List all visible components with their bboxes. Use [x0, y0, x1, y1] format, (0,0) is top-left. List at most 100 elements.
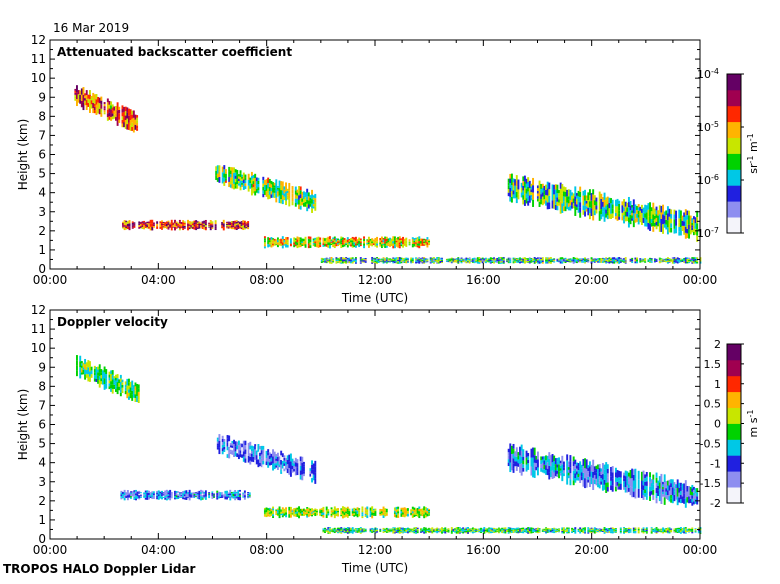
heatmap-cell: [418, 516, 420, 518]
colorbar-swatch: [727, 98, 741, 101]
heatmap-cell: [433, 262, 435, 263]
heatmap-cell: [584, 532, 586, 533]
heatmap-cell: [337, 509, 339, 510]
heatmap-cell: [558, 532, 560, 533]
heatmap-cell: [563, 473, 565, 476]
heatmap-cell: [303, 469, 305, 471]
heatmap-cell: [539, 528, 541, 529]
heatmap-cell: [376, 237, 378, 239]
heatmap-cell: [290, 515, 292, 518]
heatmap-cell: [205, 227, 207, 229]
heatmap-cell: [566, 479, 568, 485]
heatmap-cell: [503, 260, 505, 261]
heatmap-cell: [225, 178, 227, 180]
heatmap-cell: [448, 530, 450, 531]
heatmap-cell: [365, 529, 367, 530]
heatmap-cell: [179, 229, 181, 231]
heatmap-cell: [234, 498, 236, 500]
heatmap-cell: [225, 171, 227, 173]
heatmap-cell: [244, 441, 246, 445]
heatmap-cell: [542, 262, 544, 264]
heatmap-cell: [104, 102, 106, 104]
heatmap-cell: [638, 471, 640, 480]
heatmap-cell: [122, 380, 124, 383]
heatmap-cell: [229, 490, 231, 492]
heatmap-cell: [652, 490, 654, 495]
heatmap-cell: [532, 532, 534, 533]
heatmap-cell: [618, 210, 620, 213]
heatmap-cell: [153, 497, 155, 499]
heatmap-cell: [314, 461, 316, 467]
heatmap-cell: [407, 511, 409, 514]
heatmap-cell: [569, 467, 571, 473]
heatmap-cell: [314, 198, 316, 202]
heatmap-cell: [376, 241, 378, 243]
heatmap-cell: [539, 532, 541, 533]
heatmap-cell: [361, 516, 363, 518]
heatmap-cell: [105, 369, 107, 374]
heatmap-cell: [285, 182, 287, 187]
heatmap-cell: [205, 490, 207, 493]
heatmap-cell: [136, 126, 138, 129]
heatmap-cell: [213, 492, 215, 493]
heatmap-cell: [283, 455, 285, 458]
heatmap-cell: [153, 493, 155, 495]
heatmap-cell: [513, 444, 515, 449]
heatmap-cell: [376, 246, 378, 248]
heatmap-cell: [407, 259, 409, 260]
x-axis-label: Time (UTC): [341, 291, 408, 305]
heatmap-cell: [579, 202, 581, 207]
heatmap-cell: [208, 496, 210, 497]
heatmap-cell: [553, 259, 555, 260]
heatmap-cell: [136, 118, 138, 121]
heatmap-cell: [135, 490, 137, 492]
heatmap-cell: [184, 227, 186, 228]
heatmap-cell: [542, 259, 544, 261]
heatmap-cell: [407, 532, 409, 533]
y-axis-label: Height (km): [16, 119, 30, 190]
heatmap-cell: [651, 258, 653, 259]
heatmap-cell: [290, 238, 292, 241]
heatmap-cell: [656, 473, 658, 478]
heatmap-cell: [592, 484, 594, 490]
heatmap-cell: [285, 201, 287, 206]
heatmap-cell: [607, 487, 609, 492]
heatmap-cell: [161, 228, 163, 230]
heatmap-cell: [287, 242, 289, 245]
heatmap-cell: [122, 385, 124, 388]
heatmap-cell: [215, 226, 217, 228]
heatmap-cell: [352, 257, 354, 259]
heatmap-cell: [618, 207, 620, 210]
heatmap-cell: [451, 527, 453, 529]
heatmap-cell: [638, 480, 640, 489]
heatmap-cell: [550, 262, 552, 264]
heatmap-cell: [688, 258, 690, 259]
heatmap-cell: [292, 190, 294, 194]
heatmap-cell: [309, 245, 311, 248]
heatmap-cell: [264, 244, 266, 246]
heatmap-cell: [631, 260, 633, 262]
heatmap-cell: [474, 528, 476, 529]
heatmap-cell: [378, 258, 380, 259]
y-tick-label: 3: [38, 205, 46, 219]
heatmap-cell: [327, 513, 329, 515]
heatmap-cell: [620, 471, 622, 477]
heatmap-cell: [558, 529, 560, 530]
heatmap-cell: [334, 237, 336, 239]
heatmap-cell: [303, 462, 305, 464]
heatmap-cell: [282, 236, 284, 239]
heatmap-cell: [225, 181, 227, 183]
heatmap-cell: [104, 106, 106, 108]
heatmap-cell: [244, 177, 246, 180]
heatmap-cell: [670, 219, 672, 224]
heatmap-cell: [599, 464, 601, 468]
heatmap-cell: [296, 471, 298, 475]
heatmap-cell: [527, 453, 529, 456]
heatmap-cell: [423, 257, 425, 258]
y-tick-label: 4: [38, 186, 46, 200]
heatmap-cell: [314, 194, 316, 198]
heatmap-cell: [363, 241, 365, 243]
heatmap-cell: [498, 532, 500, 533]
heatmap-cell: [311, 515, 313, 516]
heatmap-cell: [539, 530, 541, 531]
